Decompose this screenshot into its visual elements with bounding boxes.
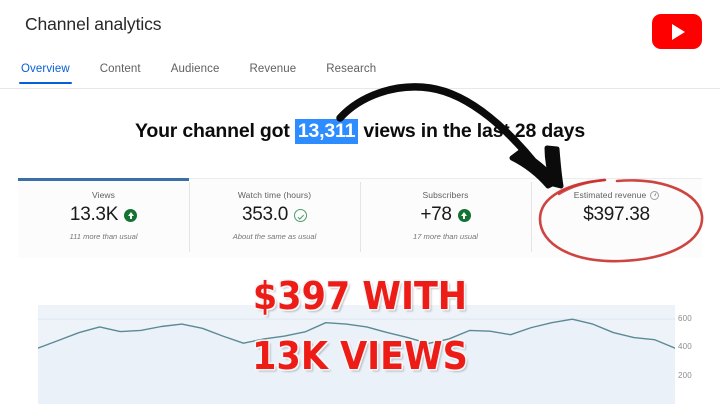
metric-card-views-value: 13.3K — [69, 204, 119, 225]
metric-card-estimated-revenue-value: $397.38 — [583, 204, 650, 225]
check-circle-icon — [294, 208, 308, 222]
metric-card-watch-time-sub: About the same as usual — [232, 232, 317, 241]
chart-plot-area — [38, 305, 675, 404]
arrow-up-icon — [124, 208, 138, 222]
chart-svg — [38, 305, 675, 404]
metric-card-views-sub: 111 more than usual — [69, 232, 138, 241]
metric-card-subscribers[interactable]: Subscribers +78 17 more than usual — [360, 179, 531, 258]
metric-card-estimated-revenue[interactable]: Estimated revenue $397.38 — [531, 179, 702, 258]
tab-overview[interactable]: Overview — [19, 63, 72, 84]
tab-audience[interactable]: Audience — [171, 63, 220, 84]
play-triangle-icon — [672, 23, 685, 40]
tab-revenue-label: Revenue — [249, 63, 297, 75]
chart-y-axis-labels: 600 400 200 — [663, 300, 708, 404]
arrow-up-icon — [457, 208, 471, 222]
metric-cards: Views 13.3K 111 more than usual Watch ti… — [18, 178, 702, 258]
metric-card-views-value-row: 13.3K — [69, 204, 138, 226]
tab-revenue[interactable]: Revenue — [249, 63, 296, 84]
page-title: Channel analytics — [25, 14, 162, 34]
metric-card-views[interactable]: Views 13.3K 111 more than usual — [18, 178, 189, 258]
tab-overview-label: Overview — [21, 63, 70, 75]
headline-highlighted-views[interactable]: 13,311 — [294, 119, 359, 144]
analytics-tabs: Overview Content Audience Revenue Resear… — [0, 63, 720, 89]
metric-card-watch-time-label: Watch time (hours) — [237, 190, 312, 200]
tab-content[interactable]: Content — [100, 63, 141, 84]
metric-card-estimated-revenue-label: Estimated revenue — [574, 190, 660, 200]
tabs-divider — [0, 88, 720, 89]
tab-research[interactable]: Research — [326, 63, 376, 84]
headline-prefix: Your channel got — [135, 120, 295, 142]
metric-card-subscribers-value-row: +78 — [420, 204, 471, 226]
headline-suffix: views in the last 28 days — [358, 120, 585, 142]
overlay-caption-2: 13K VIEWS — [252, 334, 468, 378]
tab-research-label: Research — [326, 63, 377, 75]
metric-card-subscribers-sub: 17 more than usual — [412, 232, 478, 241]
y-tick-400: 400 — [678, 342, 692, 352]
metric-card-subscribers-label: Subscribers — [422, 190, 469, 200]
headline: Your channel got 13,311 views in the las… — [0, 119, 720, 144]
overlay-caption-1: $397 WITH — [252, 274, 468, 318]
tab-audience-label: Audience — [170, 63, 220, 75]
metric-card-watch-time-value: 353.0 — [241, 204, 289, 225]
metric-card-estimated-revenue-value-row: $397.38 — [583, 204, 650, 226]
info-clock-icon[interactable] — [650, 190, 660, 200]
metric-card-views-label: Views — [91, 190, 116, 200]
youtube-play-logo-icon[interactable] — [652, 14, 702, 49]
y-tick-200: 200 — [678, 370, 692, 380]
metric-card-watch-time-value-row: 353.0 — [241, 204, 308, 226]
metric-card-watch-time[interactable]: Watch time (hours) 353.0 About the same … — [189, 179, 360, 258]
views-over-time-chart[interactable]: 600 400 200 — [18, 300, 702, 404]
y-tick-600: 600 — [678, 314, 692, 324]
metric-card-subscribers-value: +78 — [420, 204, 452, 225]
chart-line — [38, 318, 675, 349]
tab-content-label: Content — [99, 63, 141, 75]
chart-area-fill — [38, 319, 675, 404]
